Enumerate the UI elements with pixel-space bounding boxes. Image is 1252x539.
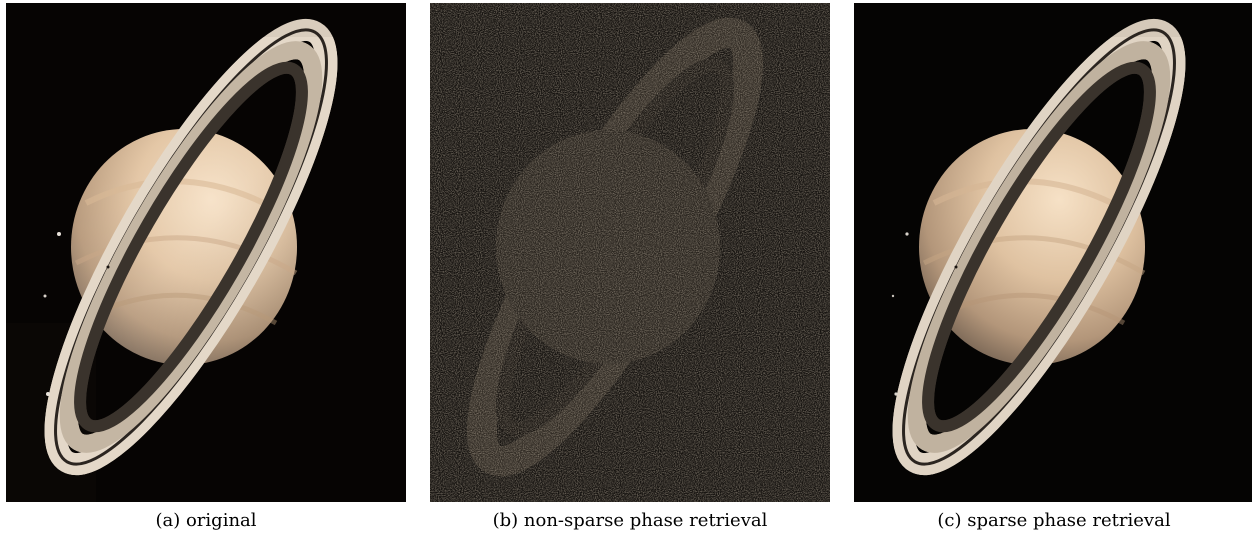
saturn-original-image <box>6 3 406 502</box>
caption-original: (a) original <box>155 510 257 531</box>
saturn-non-sparse-reconstruction-image <box>430 3 830 502</box>
caption-sparse-phase-retrieval: (c) sparse phase retrieval <box>937 510 1171 531</box>
saturn-sparse-reconstruction-image <box>854 3 1252 502</box>
caption-non-sparse-phase-retrieval: (b) non-sparse phase retrieval <box>492 510 768 531</box>
